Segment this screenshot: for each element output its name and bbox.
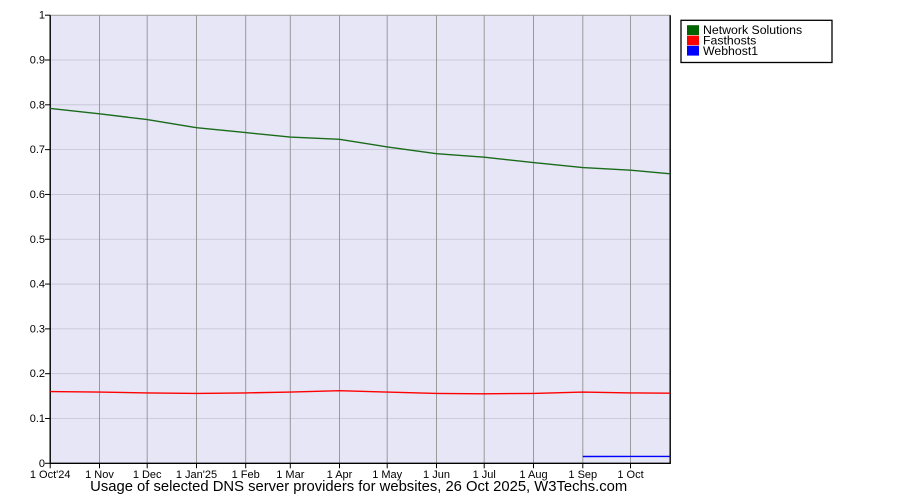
svg-text:0.5: 0.5 bbox=[30, 234, 45, 246]
svg-text:1 Oct'24: 1 Oct'24 bbox=[30, 469, 71, 481]
svg-text:0.8: 0.8 bbox=[30, 99, 45, 111]
svg-text:Usage of selected DNS server p: Usage of selected DNS server providers f… bbox=[90, 479, 627, 495]
svg-text:0.3: 0.3 bbox=[30, 323, 45, 335]
svg-text:0: 0 bbox=[39, 458, 45, 470]
svg-text:0.7: 0.7 bbox=[30, 144, 45, 156]
svg-text:0.9: 0.9 bbox=[30, 55, 45, 67]
svg-text:Webhost1: Webhost1 bbox=[703, 44, 758, 58]
svg-text:0.1: 0.1 bbox=[30, 413, 45, 425]
svg-text:0.6: 0.6 bbox=[30, 189, 45, 201]
svg-text:0.4: 0.4 bbox=[30, 279, 45, 291]
svg-text:0.2: 0.2 bbox=[30, 368, 45, 380]
svg-text:1: 1 bbox=[39, 10, 45, 22]
